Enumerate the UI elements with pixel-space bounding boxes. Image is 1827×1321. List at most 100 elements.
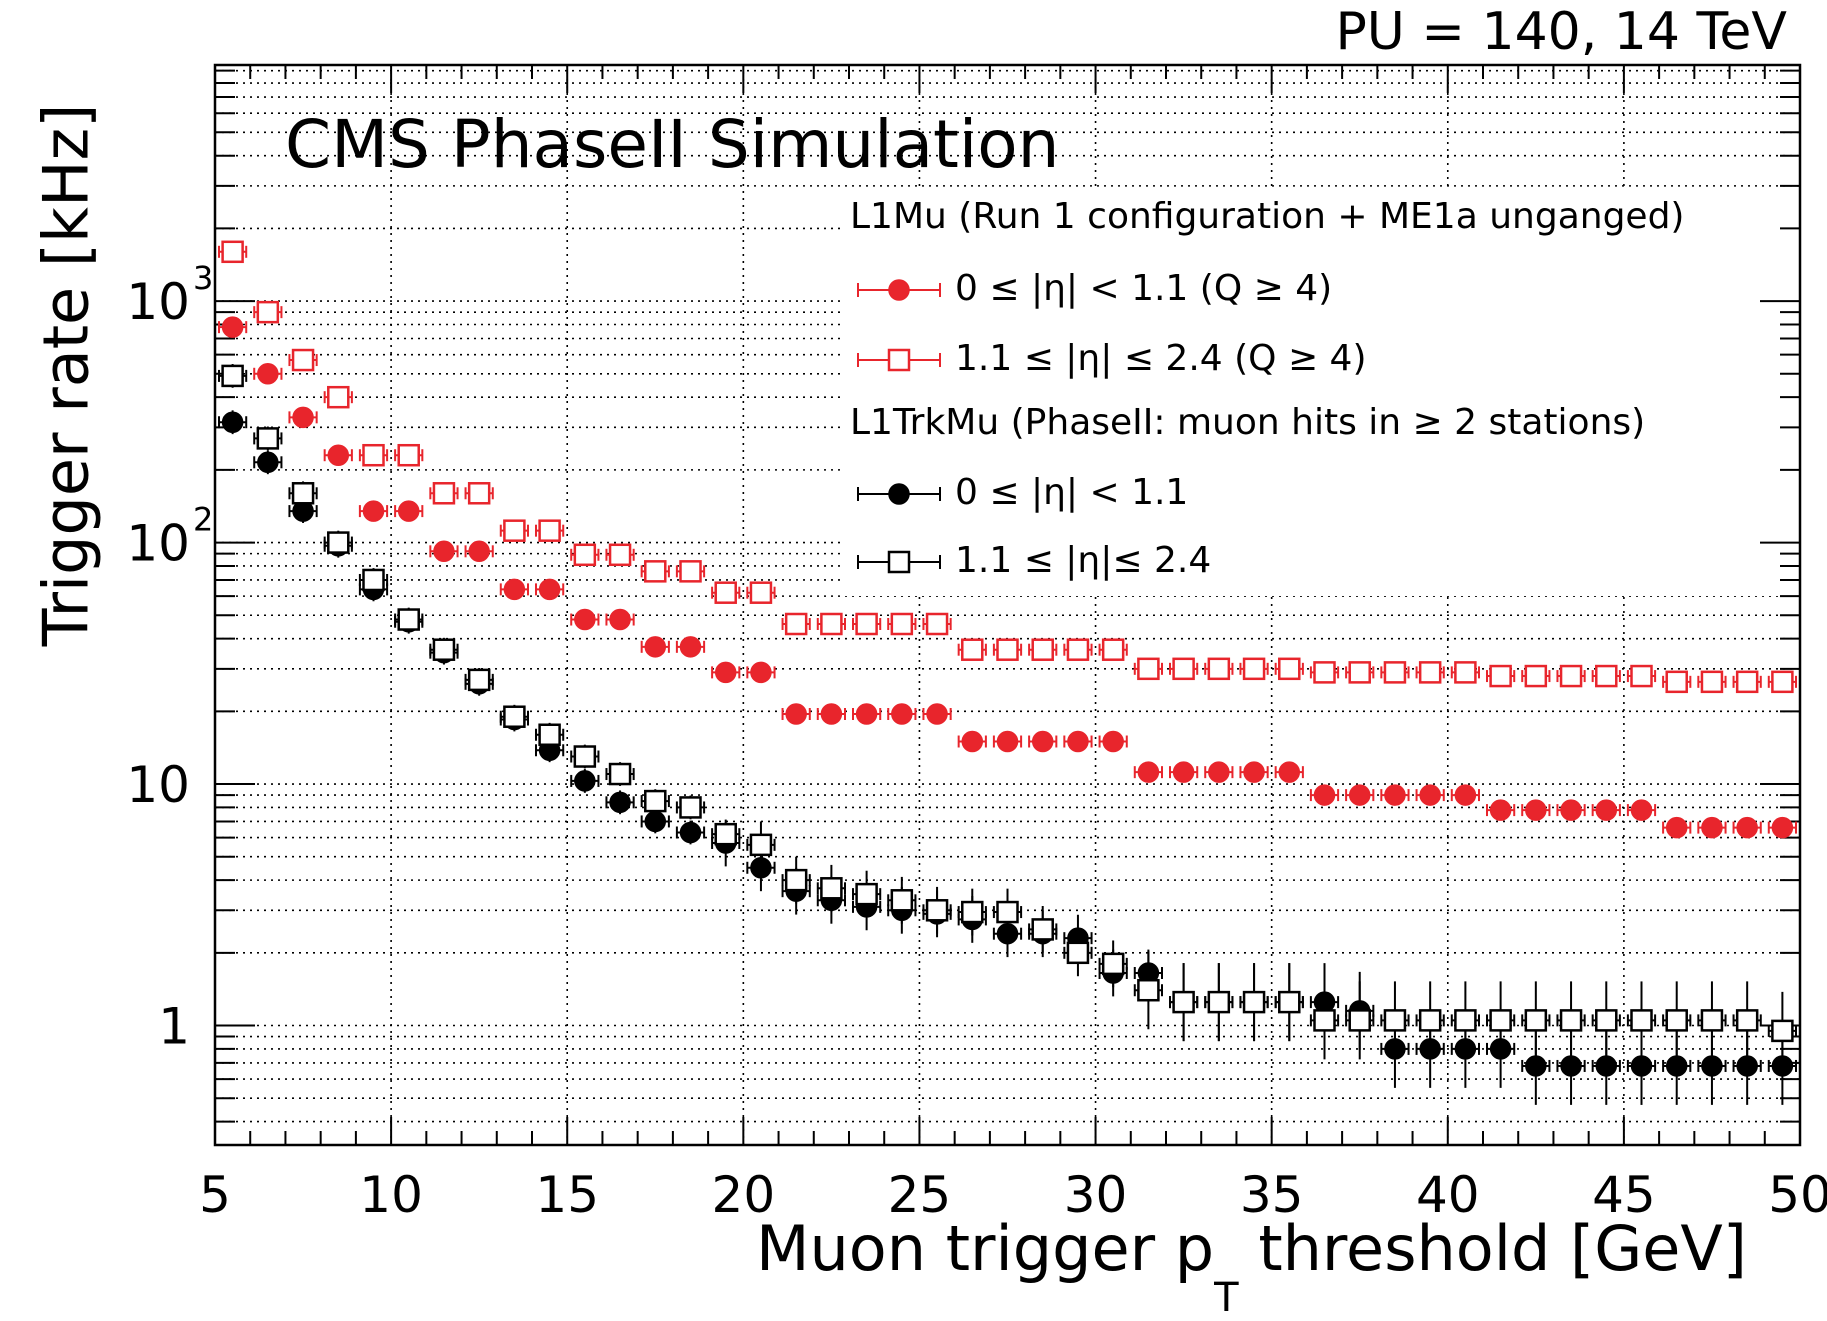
data-point [1665, 1009, 1688, 1032]
data-point [749, 833, 773, 857]
data-point [609, 791, 631, 814]
data-point [1418, 1009, 1442, 1032]
data-point [785, 703, 807, 725]
data-point [750, 661, 772, 684]
legend-entry-l1trkmu-barrel: 0 ≤ |η| < 1.1 [955, 472, 1189, 513]
data-point [1384, 784, 1406, 806]
data-point [855, 703, 878, 725]
data-point [256, 427, 280, 450]
legend-markers [857, 279, 941, 574]
data-point [538, 723, 561, 746]
data-point [1278, 761, 1301, 783]
legend-entry-l1mu-endcap: 1.1 ≤ |η| ≤ 2.4 (Q ≥ 4) [955, 338, 1367, 379]
data-point [1735, 670, 1759, 694]
data-point [503, 578, 526, 601]
data-point [467, 482, 491, 505]
data-point [538, 519, 561, 542]
data-point [1031, 638, 1054, 661]
data-point [1454, 784, 1477, 806]
data-point [961, 730, 984, 753]
data-point [644, 810, 667, 833]
data-point [1172, 761, 1195, 783]
data-point [961, 638, 984, 661]
data-point [1524, 1009, 1548, 1032]
y-tick-exponent: 3 [193, 259, 213, 297]
data-point [1454, 1009, 1477, 1032]
legend-group-l1mu: L1Mu (Run 1 configuration + ME1a ungange… [850, 196, 1685, 237]
data-point [1207, 657, 1231, 681]
data-point [996, 638, 1019, 661]
data-series [218, 240, 1797, 1105]
data-point [1524, 664, 1548, 688]
data-point [1700, 1009, 1724, 1032]
data-point [609, 608, 631, 631]
header-text: PU = 140, 14 TeV [1335, 2, 1787, 62]
data-point [1242, 657, 1266, 681]
data-point [468, 540, 490, 563]
data-point [1419, 784, 1441, 806]
data-point [1066, 941, 1090, 965]
data-point [820, 703, 843, 725]
data-point [397, 500, 420, 522]
data-point [890, 612, 914, 636]
data-point [1101, 952, 1125, 976]
data-point [1067, 730, 1089, 753]
data-point [1595, 1009, 1618, 1032]
data-point [820, 612, 843, 636]
data-point [397, 608, 420, 631]
data-point [679, 560, 702, 583]
data-point [327, 531, 350, 554]
series-3 [218, 364, 1797, 1070]
data-point [362, 568, 385, 592]
data-point [1348, 1009, 1371, 1032]
data-point [1559, 1009, 1583, 1032]
data-point [891, 703, 913, 725]
legend-group-l1trkmu: L1TrkMu (PhaseII: muon hits in ≥ 2 stati… [850, 402, 1646, 443]
data-point [1665, 816, 1688, 839]
data-point [1736, 816, 1758, 839]
data-point [291, 482, 315, 505]
data-point [1595, 799, 1618, 821]
data-point [1665, 670, 1688, 694]
data-point [1137, 657, 1160, 681]
legend-background [845, 188, 1800, 596]
x-tick-label: 5 [199, 1166, 231, 1224]
x-tick-label: 45 [1592, 1166, 1656, 1224]
data-point [1313, 784, 1336, 806]
data-point [1208, 761, 1230, 783]
data-point [890, 889, 914, 912]
data-point [1630, 664, 1653, 688]
data-point [1489, 1009, 1512, 1032]
data-point [784, 612, 808, 636]
data-point [1313, 661, 1336, 684]
x-tick-label: 40 [1416, 1166, 1480, 1224]
data-point [1630, 1009, 1653, 1032]
data-point [221, 364, 244, 388]
data-point [820, 877, 843, 900]
data-point [679, 796, 702, 819]
legend-marker [887, 550, 911, 574]
data-point [256, 300, 280, 324]
data-point [1700, 670, 1724, 694]
data-point [538, 578, 561, 601]
x-tick-label: 20 [712, 1166, 776, 1224]
data-point [397, 443, 420, 467]
data-point [996, 900, 1019, 924]
data-point [1383, 1009, 1407, 1032]
x-axis-label-tail: threshold [GeV] [1238, 1212, 1747, 1285]
data-point [221, 411, 244, 433]
y-axis-label: Trigger rate [kHz] [29, 103, 103, 647]
data-point [1031, 730, 1054, 753]
data-point [608, 543, 632, 567]
data-point [1348, 661, 1371, 684]
data-point [644, 636, 667, 658]
data-point [1559, 664, 1583, 688]
data-point [574, 770, 596, 792]
y-tick-label: 10 [126, 756, 190, 814]
data-point [608, 762, 632, 786]
data-point [1595, 664, 1618, 688]
x-tick-label: 15 [535, 1166, 599, 1224]
data-point [1137, 978, 1160, 1002]
